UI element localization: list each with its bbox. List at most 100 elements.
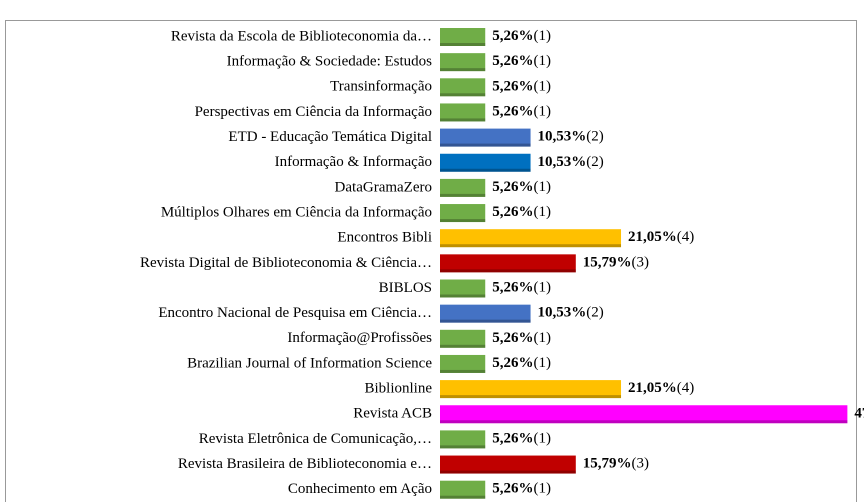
bar bbox=[440, 304, 531, 323]
value-label: 15,79%(3) bbox=[583, 456, 649, 472]
category-label: BIBLOS bbox=[379, 280, 432, 296]
value-count: (1) bbox=[533, 54, 551, 70]
value-percent: 5,26% bbox=[492, 28, 533, 44]
value-percent: 5,26% bbox=[492, 204, 533, 220]
bar-shade bbox=[440, 495, 486, 499]
bar-shade bbox=[440, 193, 486, 197]
bar bbox=[440, 329, 486, 348]
bar bbox=[440, 53, 486, 72]
category-label: DataGramaZero bbox=[335, 179, 432, 195]
value-count: (1) bbox=[533, 28, 551, 44]
value-count: (1) bbox=[533, 179, 551, 195]
category-label: ETD - Educação Temática Digital bbox=[228, 129, 432, 145]
bar-shade bbox=[440, 470, 576, 474]
value-count: (3) bbox=[632, 255, 650, 271]
bar-shade bbox=[440, 43, 486, 46]
category-label: Múltiplos Olhares em Ciência da Informaç… bbox=[161, 204, 432, 220]
bar bbox=[440, 204, 486, 223]
value-percent: 5,26% bbox=[492, 280, 533, 296]
bar bbox=[440, 455, 576, 474]
category-label: Revista Eletrônica de Comunicação,… bbox=[199, 431, 432, 447]
value-percent: 5,26% bbox=[492, 179, 533, 195]
category-label: Revista da Escola de Biblioteconomia da… bbox=[171, 28, 432, 44]
bar-shade bbox=[440, 445, 486, 449]
value-percent: 5,26% bbox=[492, 355, 533, 371]
value-percent: 10,53% bbox=[538, 154, 587, 170]
bar bbox=[440, 229, 622, 248]
value-percent: 21,05% bbox=[628, 230, 677, 246]
value-percent: 5,26% bbox=[492, 481, 533, 497]
value-count: (1) bbox=[533, 104, 551, 120]
category-label: Encontros Bibli bbox=[337, 230, 432, 246]
value-percent: 15,79% bbox=[583, 255, 632, 271]
bar bbox=[440, 405, 848, 424]
value-label: 21,05%(4) bbox=[628, 230, 694, 246]
value-label: 5,26%(1) bbox=[492, 481, 551, 497]
bar-shade bbox=[440, 168, 531, 172]
bar bbox=[440, 78, 486, 97]
value-percent: 5,26% bbox=[492, 431, 533, 447]
value-label: 10,53%(2) bbox=[538, 154, 604, 170]
bar-shade bbox=[440, 219, 486, 223]
category-label: Brazilian Journal of Information Science bbox=[187, 355, 432, 371]
bar-shade bbox=[440, 68, 486, 72]
category-label: Revista Brasileira de Biblioteconomia e… bbox=[178, 456, 432, 472]
value-label: 5,26%(1) bbox=[492, 431, 551, 447]
bar bbox=[440, 28, 486, 46]
value-percent: 10,53% bbox=[538, 129, 587, 145]
value-label: 15,79%(3) bbox=[583, 255, 649, 271]
bar-shade bbox=[440, 269, 576, 273]
category-label: Informação@Profissões bbox=[287, 330, 432, 346]
category-label: Revista Digital de Biblioteconomia & Ciê… bbox=[140, 255, 432, 271]
bar bbox=[440, 430, 486, 449]
bar bbox=[440, 178, 486, 197]
value-count: (2) bbox=[586, 154, 604, 170]
bar bbox=[440, 480, 486, 499]
bar bbox=[440, 103, 486, 122]
value-percent: 5,26% bbox=[492, 330, 533, 346]
category-label: Encontro Nacional de Pesquisa em Ciência… bbox=[158, 305, 432, 321]
bar-shade bbox=[440, 93, 486, 97]
value-count: (1) bbox=[533, 79, 551, 95]
frame bbox=[5, 20, 857, 502]
bar bbox=[440, 254, 576, 273]
category-label: Revista ACB bbox=[353, 406, 432, 422]
value-label: 5,26%(1) bbox=[492, 54, 551, 70]
value-count: (2) bbox=[586, 305, 604, 321]
bar bbox=[440, 128, 531, 147]
value-percent: 5,26% bbox=[492, 104, 533, 120]
value-count: (4) bbox=[677, 230, 695, 246]
value-label: 5,26%(1) bbox=[492, 104, 551, 120]
value-label: 5,26%(1) bbox=[492, 204, 551, 220]
category-label: Conhecimento em Ação bbox=[288, 481, 432, 497]
value-percent: 5,26% bbox=[492, 79, 533, 95]
category-label: Biblionline bbox=[365, 381, 433, 397]
value-count: (1) bbox=[533, 280, 551, 296]
value-count: (1) bbox=[533, 330, 551, 346]
value-percent: 21,05% bbox=[628, 381, 677, 397]
bar-shade bbox=[440, 244, 622, 248]
value-label: 5,26%(1) bbox=[492, 330, 551, 346]
category-label: Perspectivas em Ciência da Informação bbox=[195, 104, 432, 120]
value-label: 5,26%(1) bbox=[492, 280, 551, 296]
value-label: 10,53%(2) bbox=[538, 305, 604, 321]
value-percent: 5,26% bbox=[492, 54, 533, 70]
value-percent: 47,37% bbox=[854, 406, 864, 422]
bar-shade bbox=[440, 294, 486, 298]
value-percent: 15,79% bbox=[583, 456, 632, 472]
value-label: 5,26%(1) bbox=[492, 355, 551, 371]
bar bbox=[440, 153, 531, 172]
bar bbox=[440, 380, 622, 399]
value-label: 47,37%(9) bbox=[854, 406, 864, 422]
value-count: (2) bbox=[586, 129, 604, 145]
value-count: (1) bbox=[533, 204, 551, 220]
category-label: Informação & Sociedade: Estudos bbox=[227, 54, 433, 70]
value-label: 21,05%(4) bbox=[628, 381, 694, 397]
bar-shade bbox=[440, 344, 486, 348]
bar bbox=[440, 354, 486, 373]
bar-shade bbox=[440, 143, 531, 147]
value-label: 5,26%(1) bbox=[492, 79, 551, 95]
value-label: 5,26%(1) bbox=[492, 28, 551, 44]
value-count: (3) bbox=[632, 456, 650, 472]
